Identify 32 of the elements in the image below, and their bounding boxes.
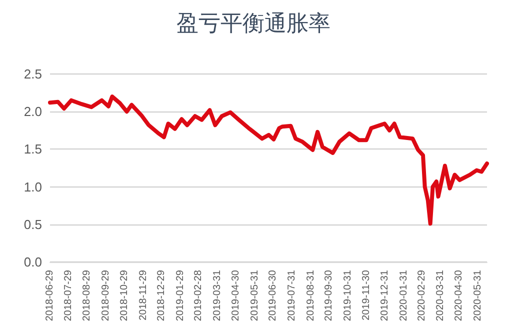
x-tick-label: 2019-08-31 [305,270,316,322]
y-tick-label: 2.0 [24,104,42,120]
x-tick-label: 2019-02-28 [193,270,204,322]
x-tick-label: 2018-06-29 [44,270,56,322]
x-tick-label: 2020-05-31 [472,270,484,322]
x-tick-label: 2019-11-30 [360,270,372,320]
x-tick-label: 2020-02-29 [416,270,428,322]
x-tick-label: 2018-11-29 [138,270,149,320]
x-tick-label: 2020-03-31 [435,270,446,322]
x-tick-label: 2018-10-29 [118,270,130,322]
x-tick-label: 2018-07-29 [62,270,74,322]
y-tick-label: 0.0 [24,254,42,270]
x-tick-label: 2019-09-30 [324,270,335,322]
x-tick-label: 2020-04-30 [453,270,464,322]
x-tick-label: 2019-05-31 [249,270,260,322]
x-tick-label: 2019-06-30 [268,270,279,322]
x-tick-label: 2019-01-29 [174,270,186,322]
y-tick-label: 1.5 [24,142,42,157]
x-tick-label: 2018-08-29 [82,270,93,322]
x-tick-label: 2019-04-30 [230,270,242,322]
x-tick-label: 2019-10-31 [342,270,354,322]
x-tick-label: 2019-07-31 [286,270,298,322]
x-tick-label: 2019-12-31 [380,270,391,322]
y-tick-label: 0.5 [24,216,42,232]
chart-title: 盈亏平衡通胀率 [176,12,330,36]
y-tick-label: 1.0 [24,179,42,194]
x-tick-label: 2019-03-31 [212,270,224,322]
x-tick-label: 2020-01-31 [398,270,410,322]
x-tick-label: 2018-09-29 [100,270,112,322]
y-tick-label: 2.5 [24,66,42,82]
x-tick-label: 2018-12-29 [156,270,168,322]
line-series [48,94,489,226]
